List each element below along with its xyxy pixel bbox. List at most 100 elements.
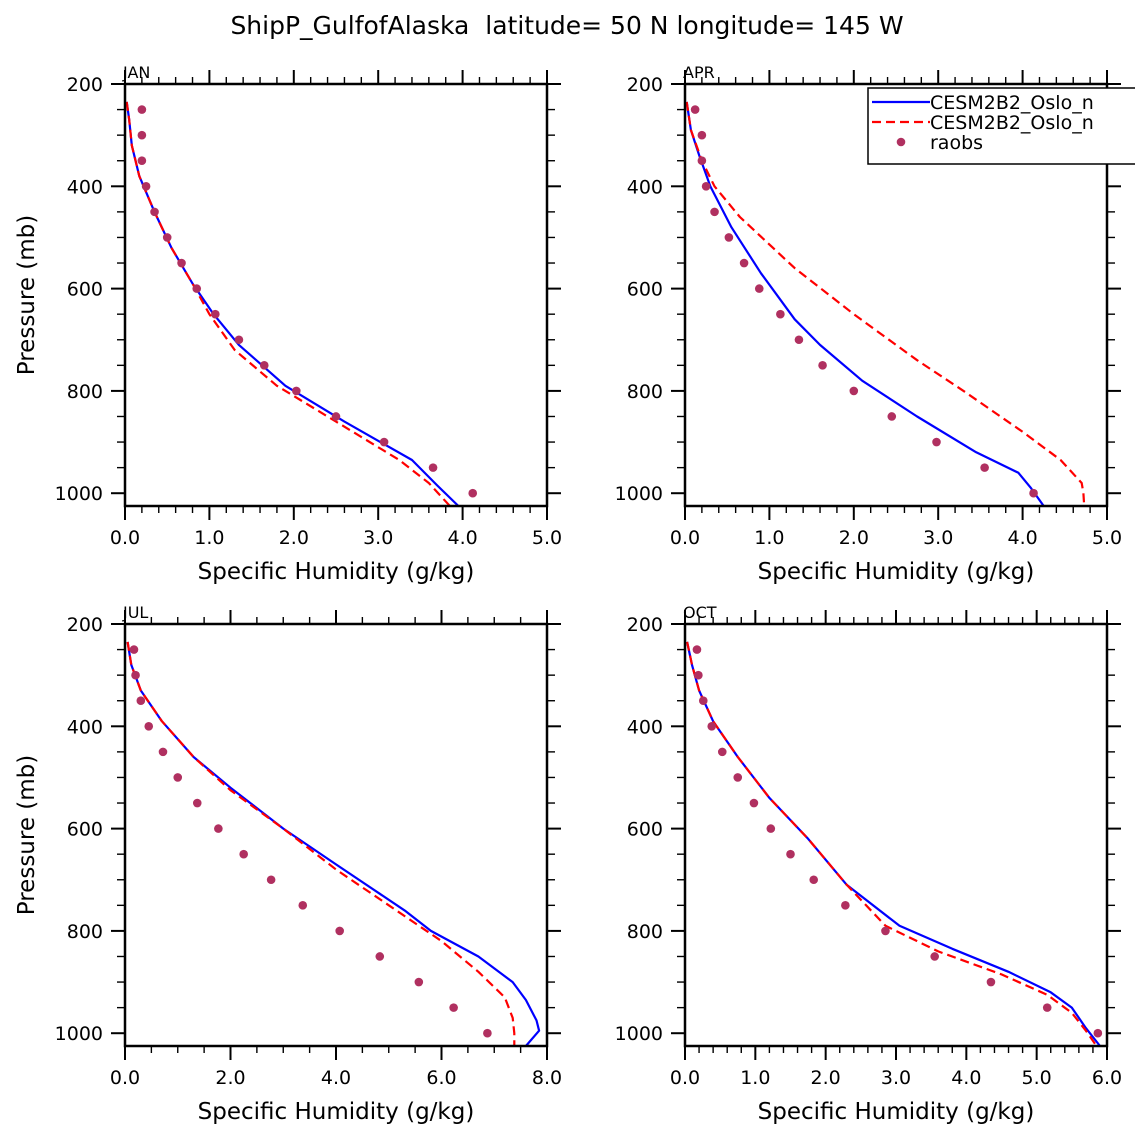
x-axis-label: Specific Humidity (g/kg) [198,559,475,585]
panel-label: JUL [122,603,148,622]
raobs-point [697,156,707,166]
x-tick-label: 2.0 [811,1067,841,1089]
panel-label: APR [683,63,715,82]
series-group [686,641,1103,1046]
raobs-point [710,207,719,217]
series-group [685,101,1086,506]
y-tick-label: 400 [67,716,103,738]
raobs-point [980,463,989,472]
x-tick-label: 3.0 [881,1067,911,1089]
y-axis-label: Pressure (mb) [14,215,40,375]
raobs-point [449,1003,458,1012]
raobs-point [818,361,827,370]
raobs-point [1093,1028,1103,1038]
plot-frame [123,622,549,1048]
y-tick-label: 400 [627,176,663,198]
raobs-point [137,156,147,166]
x-axis-label: Specific Humidity (g/kg) [758,1099,1035,1125]
panel-apr: APR 0.0 1.0 2.0 3.0 4.0 5.0 Specific Humidity (… [615,63,1122,585]
y-tick-label: 600 [67,279,103,301]
raobs-point [930,952,939,961]
raobs-point [177,258,186,268]
y-axis: 200 400 600 800 1000 [615,614,1121,1045]
x-tick-label: 2.0 [279,527,309,549]
raobs-point [173,773,183,782]
x-axis: 0.0 1.0 2.0 3.0 4.0 5.0 6.0 Specific Humidity (… [670,610,1122,1125]
y-tick-label: 1000 [55,483,103,505]
raobs-point [739,258,749,268]
x-axis-label: Specific Humidity (g/kg) [758,559,1035,585]
y-axis-label: Pressure (mb) [14,755,40,915]
y-axis: 200 400 600 800 1000 Pressure (mb) [14,74,561,505]
plot-frame [123,82,549,508]
x-axis: 0.0 2.0 4.0 6.0 8.0 Specific Humidity (g/kg) [110,610,562,1125]
raobs-point [776,309,785,319]
y-tick-label: 800 [67,381,103,403]
raobs-point [298,901,308,910]
raobs-point [131,670,140,680]
x-tick-label: 3.0 [363,527,393,549]
panel-label: OCT [683,603,717,622]
y-tick-label: 600 [627,279,663,301]
y-tick-label: 200 [67,614,103,636]
y-axis: 200 400 600 800 1000 Pressure (mb) [14,614,561,1045]
raobs-point [214,824,223,833]
raobs-point [335,926,344,936]
x-axis-label: Specific Humidity (g/kg) [198,1099,475,1125]
x-tick-label: 2.0 [839,527,869,549]
raobs-point [766,824,776,833]
series-group [126,641,541,1046]
raobs-point [887,412,897,421]
raobs-point [292,386,301,396]
raobs-point [192,798,202,808]
raobs-point [331,412,341,421]
y-tick-label: 1000 [615,1023,663,1045]
raobs-point [137,105,147,114]
x-tick-label: 1.0 [754,527,784,549]
x-tick-label: 0.0 [110,1067,140,1089]
x-tick-label: 1.0 [740,1067,770,1089]
y-tick-label: 400 [627,716,663,738]
y-tick-label: 600 [67,819,103,841]
raobs-point [690,105,700,114]
raobs-point [259,361,269,370]
model-dashed-line [125,101,451,506]
raobs-point [136,696,146,706]
x-axis: 0.0 1.0 2.0 3.0 4.0 5.0 Specific Humidity (g/k… [110,70,562,585]
x-tick-label: 1.0 [194,527,224,549]
model-solid-line [126,641,541,1046]
raobs-point [692,645,702,654]
raobs-point [192,284,202,293]
raobs-point [849,386,859,396]
y-tick-label: 1000 [55,1023,103,1045]
raobs-point [375,952,385,961]
y-tick-label: 800 [67,921,103,943]
raobs-point [1029,488,1038,498]
x-axis: 0.0 1.0 2.0 3.0 4.0 5.0 Specific Humidity (g/k… [670,70,1122,585]
x-tick-label: 6.0 [426,1067,456,1089]
raobs-point [239,849,248,859]
raobs-point [150,207,159,217]
raobs-point [144,722,154,731]
panel-oct: OCT 0.0 1.0 2.0 3.0 4.0 5.0 6.0 Specific Humidit… [615,603,1122,1125]
raobs-point [211,309,220,319]
raobs-point [483,1028,492,1038]
legend-entry-label: raobs [930,132,983,154]
y-tick-label: 400 [67,176,103,198]
raobs-point [786,849,795,859]
raobs-point [266,875,276,885]
raobs-point [841,901,850,910]
raobs-point [379,437,389,447]
raobs-point [794,335,804,345]
plot-frame [683,82,1109,508]
x-tick-label: 6.0 [1092,1067,1122,1089]
raobs-point [428,463,438,472]
raobs-point [932,437,941,447]
y-tick-label: 200 [627,74,663,96]
raobs-point [694,670,703,680]
y-tick-label: 200 [627,614,663,636]
y-tick-label: 200 [67,74,103,96]
legend-marker-icon [896,137,906,147]
raobs-point [724,233,734,242]
